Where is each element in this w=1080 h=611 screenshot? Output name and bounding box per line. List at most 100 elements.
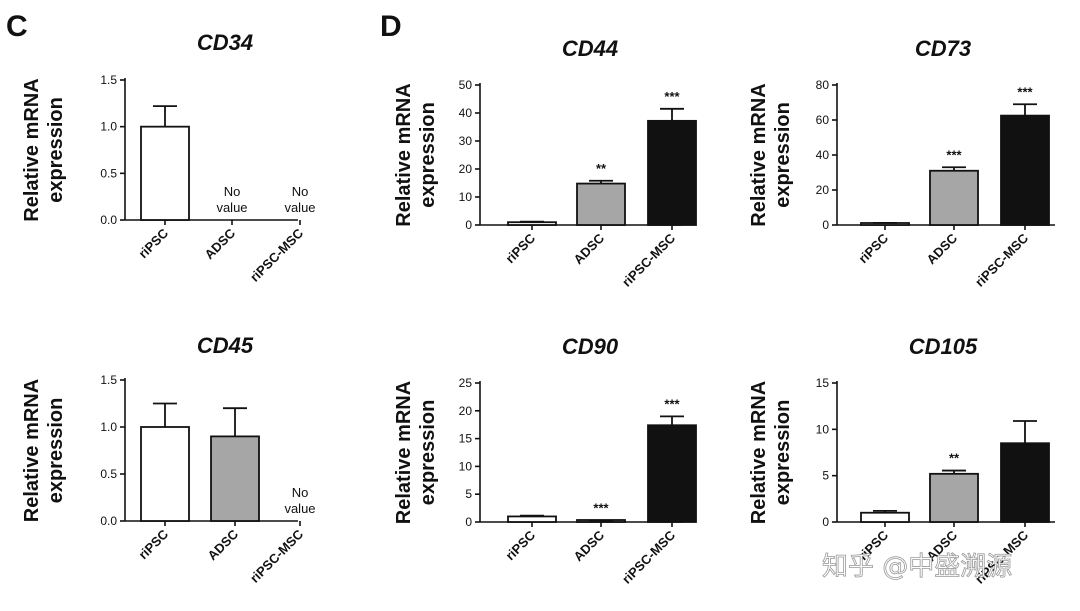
chart-cd34: CD34 Relative mRNA expression 0.0 0.5 1.0 1.5 r… [21, 30, 316, 285]
bar-ripsc [140, 426, 190, 522]
x-tick-label: ADSC [570, 527, 607, 564]
bar-adsc [929, 169, 979, 226]
chart-cd90: CD90 Relative mRNA expression 0 5 10 15 20 25 riP… [393, 334, 697, 587]
chart-cd45: CD45 Relative mRNA expression 0.0 0.5 1.0 1.5 r… [21, 333, 316, 586]
y-tick-label: 40 [459, 106, 473, 120]
x-tick-label: riPSC [502, 230, 538, 266]
y-tick-label: 0 [465, 515, 472, 529]
y-tick-label: 40 [816, 148, 830, 162]
y-tick-label: 0.5 [100, 467, 117, 481]
y-axis-label-line: expression [45, 398, 67, 504]
chart-cd44: CD44 Relative mRNA expression 0 10 20 30 40 50 ri… [393, 36, 697, 290]
y-axis-label-line: Relative mRNA [21, 78, 43, 221]
bar-ripsc-msc [647, 424, 697, 523]
y-tick-label: 15 [816, 376, 830, 390]
chart-title: CD45 [197, 333, 254, 358]
chart-title: CD34 [197, 30, 253, 55]
bar-adsc [210, 435, 260, 522]
no-value-label-line: No [292, 184, 309, 199]
y-tick-label: 20 [816, 183, 830, 197]
bar-adsc [929, 472, 979, 523]
chart-title: CD73 [915, 36, 971, 61]
bar-ripsc-msc [1000, 442, 1050, 523]
significance-marker: *** [664, 396, 680, 411]
y-axis-label: Relative mRNA expression [21, 78, 67, 221]
y-tick-label: 30 [459, 134, 473, 148]
significance-marker: *** [946, 147, 962, 162]
chart-title: CD105 [909, 334, 978, 359]
watermark-text: 知乎 @中盛溯源 [822, 552, 1012, 582]
x-tick-label: riPSC-MSC [247, 225, 307, 285]
y-axis-label-line: Relative mRNA [393, 381, 415, 524]
y-tick-label: 1.5 [100, 73, 117, 87]
x-tick-label: ADSC [570, 230, 607, 267]
y-tick-label: 0.0 [100, 213, 117, 227]
panel-label-c: C [6, 10, 28, 43]
x-tick-label: riPSC-MSC [619, 527, 679, 587]
no-value-label-line: value [284, 200, 315, 215]
no-value-label-line: value [284, 501, 315, 516]
significance-marker: *** [1017, 84, 1033, 99]
no-value-label: No value [284, 485, 315, 516]
y-axis-label-line: Relative mRNA [748, 381, 770, 524]
y-axis-label: Relative mRNA expression [21, 379, 67, 522]
y-tick-label: 0.5 [100, 166, 117, 180]
no-value-label-line: No [224, 184, 241, 199]
y-tick-label: 20 [459, 162, 473, 176]
bar-ripsc [860, 511, 910, 523]
y-axis-label-line: expression [772, 102, 794, 208]
no-value-label: No value [216, 184, 247, 215]
chart-cd73: CD73 Relative mRNA expression 0 20 40 60 80 riPS… [748, 36, 1055, 290]
x-tick-label: riPSC-MSC [247, 526, 307, 586]
y-tick-label: 0 [822, 515, 829, 529]
no-value-label-line: value [216, 200, 247, 215]
bar-ripsc-msc [647, 119, 697, 226]
y-tick-label: 0.0 [100, 514, 117, 528]
y-axis-label-line: expression [45, 97, 67, 203]
x-tick-label: riPSC-MSC [619, 230, 679, 290]
x-tick-label: riPSC-MSC [972, 230, 1032, 290]
y-tick-label: 25 [459, 376, 473, 390]
y-tick-label: 15 [459, 432, 473, 446]
y-axis-label-line: Relative mRNA [748, 83, 770, 226]
bar-ripsc [507, 221, 557, 226]
y-axis-label: Relative mRNA expression [393, 381, 439, 524]
y-axis-label: Relative mRNA expression [393, 83, 439, 226]
x-tick-label: ADSC [923, 230, 960, 267]
bar-ripsc [507, 515, 557, 523]
no-value-label-line: No [292, 485, 309, 500]
y-tick-label: 5 [465, 487, 472, 501]
y-tick-label: 1.5 [100, 373, 117, 387]
x-tick-label: ADSC [204, 526, 241, 563]
y-tick-label: 1.0 [100, 420, 117, 434]
y-tick-label: 10 [816, 422, 830, 436]
y-tick-label: 50 [459, 78, 473, 92]
y-axis-label-line: Relative mRNA [21, 379, 43, 522]
y-tick-label: 10 [459, 190, 473, 204]
y-axis-label-line: expression [772, 400, 794, 506]
x-tick-label: riPSC [135, 526, 171, 562]
y-axis-label-line: Relative mRNA [393, 83, 415, 226]
y-tick-label: 10 [459, 459, 473, 473]
y-tick-label: 60 [816, 113, 830, 127]
y-tick-label: 80 [816, 78, 830, 92]
significance-marker: *** [593, 501, 609, 516]
y-tick-label: 5 [822, 469, 829, 483]
significance-marker: ** [596, 161, 607, 176]
bar-ripsc [140, 125, 190, 221]
bar-ripsc-msc [1000, 114, 1050, 226]
no-value-label: No value [284, 184, 315, 215]
x-tick-label: riPSC [502, 527, 538, 563]
y-axis-label: Relative mRNA expression [748, 381, 794, 524]
panel-label-d: D [380, 10, 402, 43]
bar-adsc [576, 182, 626, 226]
y-axis-label: Relative mRNA expression [748, 83, 794, 226]
x-tick-label: ADSC [201, 225, 238, 262]
y-tick-label: 1.0 [100, 120, 117, 134]
chart-title: CD44 [562, 36, 618, 61]
significance-marker: *** [664, 89, 680, 104]
y-tick-label: 20 [459, 404, 473, 418]
